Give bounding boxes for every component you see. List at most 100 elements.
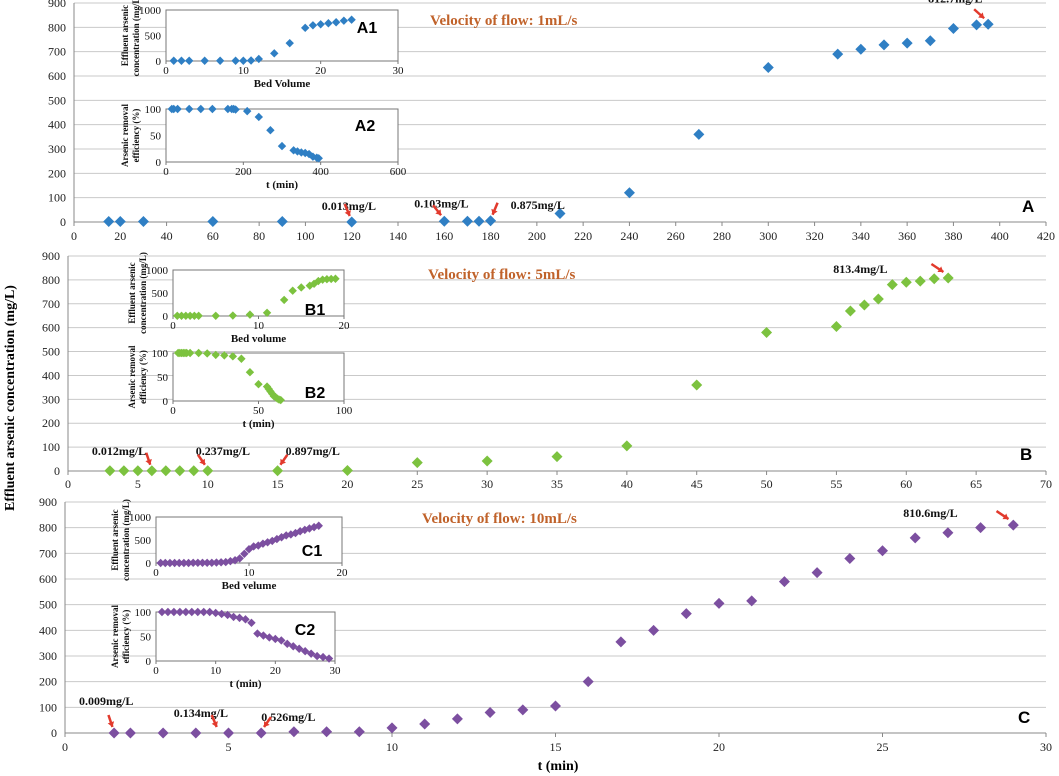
inset-data-point: [193, 558, 203, 567]
data-point: [419, 718, 431, 730]
inset-data-point: [177, 56, 186, 65]
data-point: [778, 576, 790, 588]
y-tick-label: 100: [48, 191, 66, 205]
x-tick-label: 10: [386, 740, 398, 754]
inset-data-point: [266, 126, 275, 135]
inset-y-label: Effluent arsenicconcentration (mg/L): [110, 499, 131, 581]
inset-y-tick: 50: [157, 372, 169, 384]
data-point: [928, 273, 940, 285]
annotation-arrowhead: [491, 208, 498, 215]
inset-x-label: t (min): [229, 678, 261, 690]
annotation-label: 810.6mg/L: [903, 506, 957, 520]
inset-data-point: [185, 311, 195, 320]
inset-x-tick: 0: [153, 665, 159, 677]
data-point: [550, 700, 561, 712]
velocity-label: Velocity of flow: 1mL/s: [430, 13, 578, 29]
x-tick-label: 35: [551, 477, 563, 491]
inset-data-point: [215, 56, 225, 65]
data-point: [878, 39, 890, 51]
annotation-arrowhead: [107, 721, 115, 727]
inset-data-point: [221, 557, 230, 567]
inset-y-tick: 500: [152, 288, 169, 300]
inset-data-point: [205, 607, 214, 617]
y-tick-label: 500: [48, 93, 66, 107]
inset-y-label: Effluent arsenicconcentration (mg/L): [120, 0, 141, 76]
data-point: [858, 299, 870, 311]
inset-x-tick: 20: [315, 65, 327, 77]
inset-frame: [172, 352, 345, 402]
x-tick-label: 5: [135, 477, 141, 491]
data-point: [691, 379, 703, 391]
data-point: [255, 727, 267, 739]
data-point: [693, 128, 705, 140]
inset-C1: 0 500 1000 0 10 20 Bed velume Effluent arsenicc…: [110, 499, 348, 592]
inset-data-point: [339, 16, 349, 25]
inset-x-tick: 0: [163, 166, 169, 178]
data-point: [132, 465, 144, 477]
inset-data-point: [237, 354, 246, 363]
annotation-arrowhead: [435, 209, 442, 216]
inset-data-point: [169, 607, 179, 617]
annotation-arrowhead: [280, 458, 286, 465]
panel-label: B: [1020, 445, 1032, 464]
x-axis-title: t (min): [538, 759, 579, 774]
inset-x-tick: 100: [336, 405, 353, 417]
x-tick-label: 40: [161, 229, 173, 243]
inset-x-tick: 20: [337, 567, 349, 579]
data-point: [830, 320, 842, 332]
data-point: [207, 216, 219, 228]
inset-data-point: [316, 20, 325, 29]
data-point: [855, 43, 867, 55]
y-tick-label: 600: [42, 321, 60, 335]
x-tick-label: 15: [550, 740, 562, 754]
x-tick-label: 55: [830, 477, 842, 491]
inset-y-tick: 1000: [129, 512, 152, 524]
y-tick-label: 300: [48, 142, 66, 156]
inset-data-point: [254, 54, 263, 64]
inset-data-point: [300, 647, 310, 656]
inset-data-point: [297, 283, 306, 292]
inset-data-point: [165, 558, 175, 568]
x-tick-label: 60: [207, 229, 219, 243]
inset-A2: 0 50 100 0 200 400 600 t (min) Arsenic removalef…: [120, 103, 407, 191]
inset-x-tick: 50: [253, 405, 265, 417]
y-tick-label: 200: [39, 675, 57, 689]
inset-A1: 0 500 1000 0 10 20 30 Bed Volume Effluent arseni…: [120, 0, 404, 90]
data-point: [288, 726, 300, 738]
inset-label: C1: [302, 543, 323, 560]
inset-label: B2: [305, 385, 326, 402]
data-point: [615, 636, 627, 648]
data-point: [844, 552, 856, 564]
inset-B1: 0 500 1000 0 10 20 Bed volume Effluent arsenicc…: [127, 252, 350, 345]
inset-data-point: [211, 311, 220, 320]
y-tick-label: 0: [54, 464, 60, 478]
x-tick-label: 400: [991, 229, 1009, 243]
inset-data-point: [258, 539, 268, 548]
inset-data-point: [231, 56, 240, 65]
inset-label: B1: [305, 302, 326, 319]
data-point: [648, 624, 660, 636]
inset-data-point: [324, 654, 334, 663]
x-tick-label: 30: [481, 477, 493, 491]
data-point: [174, 465, 186, 477]
data-point: [276, 216, 288, 228]
y-tick-label: 200: [48, 166, 66, 180]
annotation-arrowhead: [145, 458, 152, 465]
data-point: [481, 455, 493, 467]
velocity-label: Velocity of flow: 5mL/s: [428, 267, 576, 283]
annotation-label: 0.526mg/L: [261, 710, 315, 724]
inset-data-point: [265, 633, 274, 642]
inset-data-point: [247, 618, 256, 627]
y-tick-label: 900: [39, 495, 57, 509]
annotation-arrowhead: [211, 721, 218, 727]
y-tick-label: 700: [39, 546, 57, 560]
inset-data-point: [216, 558, 226, 567]
inset-y-tick: 1000: [139, 5, 162, 17]
inset-y-tick: 0: [156, 157, 162, 169]
data-point: [551, 451, 563, 463]
inset-data-point: [318, 652, 328, 662]
x-tick-label: 20: [114, 229, 126, 243]
inset-y-tick: 500: [145, 31, 162, 43]
data-point: [554, 207, 566, 219]
